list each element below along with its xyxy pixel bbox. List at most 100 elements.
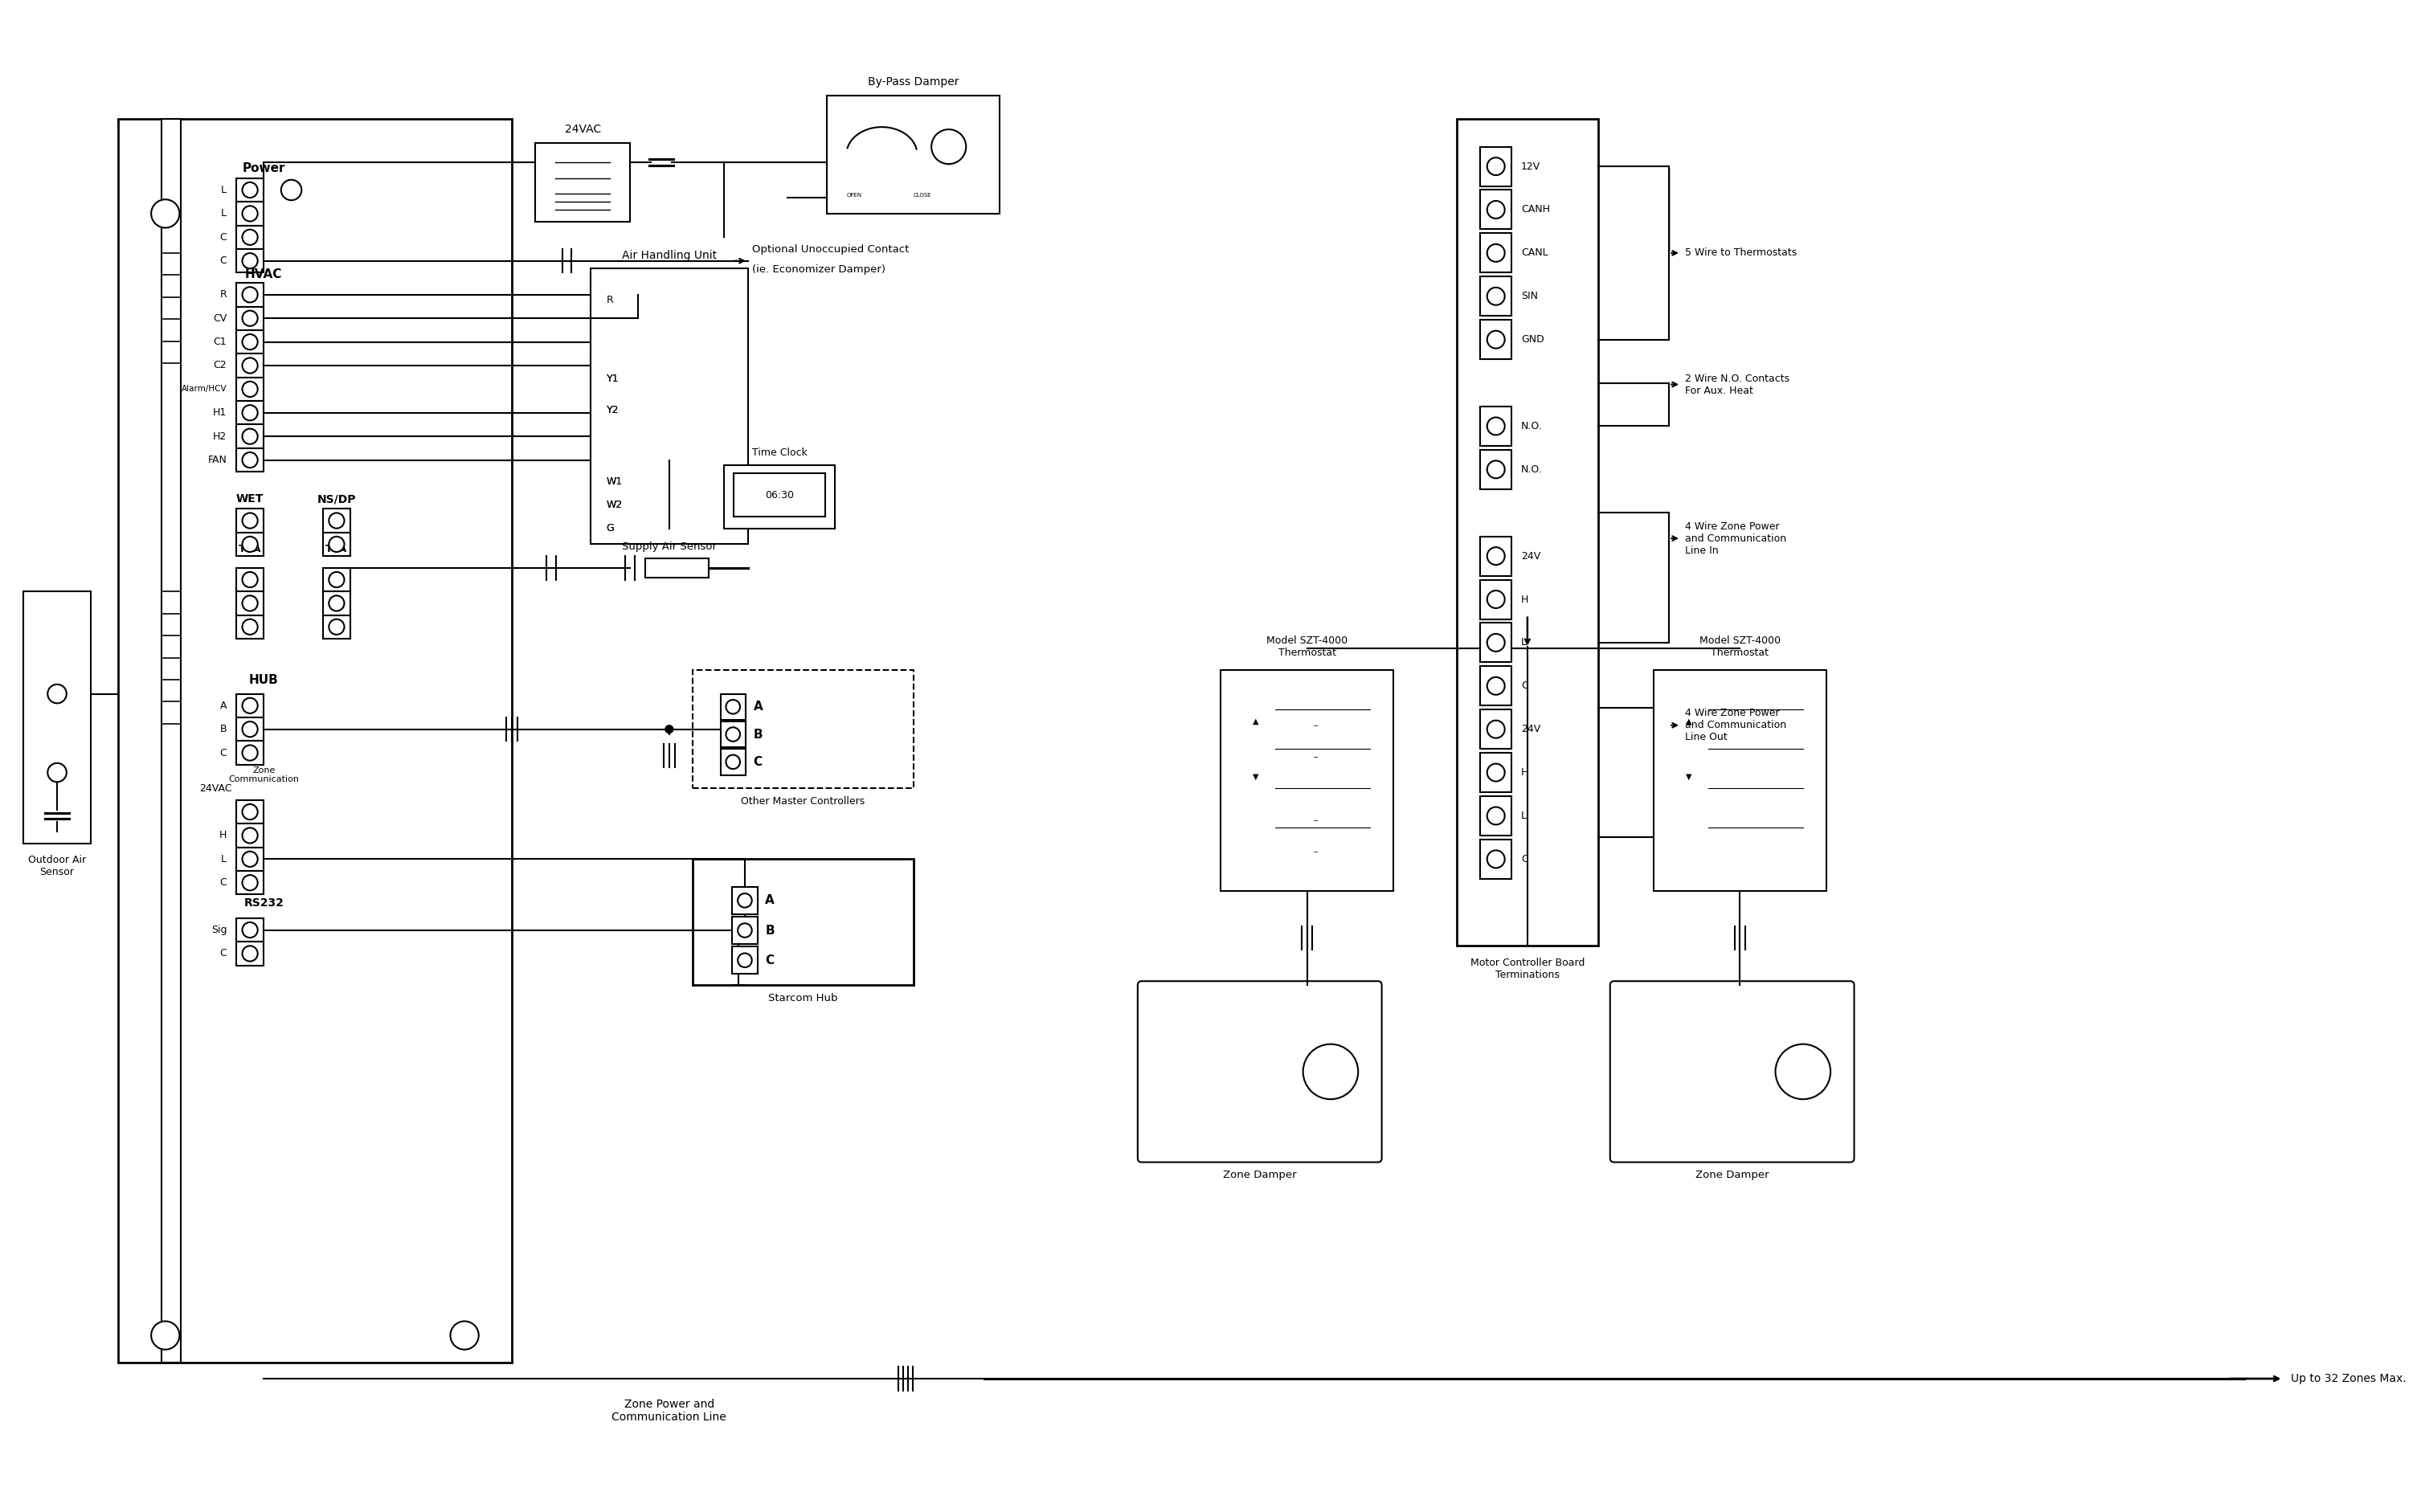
Bar [1479,321,1511,360]
Text: 5 Wire to Thermostats: 5 Wire to Thermostats [1685,248,1796,259]
Circle shape [329,596,343,611]
Circle shape [242,745,259,761]
Circle shape [1776,1045,1830,1099]
Bar [237,532,263,556]
Text: A: A [220,700,227,711]
Text: 24VAC: 24VAC [201,783,232,794]
Text: 24VAC: 24VAC [566,124,602,135]
Text: C2: C2 [213,360,227,370]
Text: L: L [1520,810,1528,821]
Text: TOA: TOA [239,544,261,555]
Bar [237,569,263,591]
Circle shape [242,452,259,467]
Circle shape [242,721,259,736]
Bar [324,569,350,591]
Circle shape [931,130,967,163]
Bar [1479,191,1511,230]
Bar [1653,670,1827,891]
Text: WET: WET [237,493,263,505]
Circle shape [329,572,343,587]
Bar [720,721,744,747]
Text: 24V: 24V [1520,550,1540,561]
Bar [1479,147,1511,186]
Bar [237,615,263,638]
Bar [732,916,757,943]
Text: C: C [754,756,761,768]
Text: 2 Wire N.O. Contacts
For Aux. Heat: 2 Wire N.O. Contacts For Aux. Heat [1685,373,1789,396]
Text: B: B [754,729,764,741]
Text: C: C [1520,680,1528,691]
Text: 06:30: 06:30 [766,490,793,500]
Text: B: B [766,924,773,936]
Text: L: L [220,184,227,195]
Circle shape [242,381,259,396]
Circle shape [48,685,68,703]
Text: C: C [220,256,227,266]
Text: TSA: TSA [326,544,348,555]
Text: Up to 32 Zones Max.: Up to 32 Zones Max. [2291,1373,2407,1385]
Bar [237,694,263,717]
Text: C: C [220,747,227,758]
Text: CANH: CANH [1520,204,1549,215]
Bar [237,401,263,425]
Text: 12V: 12V [1520,162,1540,171]
Bar [237,942,263,965]
Bar [237,378,263,401]
Circle shape [1486,677,1506,694]
Text: C: C [766,954,773,966]
Circle shape [737,894,752,907]
Circle shape [1486,807,1506,824]
Text: Zone
Communication: Zone Communication [227,767,300,783]
Bar [237,871,263,895]
Bar [1479,537,1511,576]
Text: C: C [220,877,227,888]
Text: B: B [220,724,227,735]
Circle shape [242,183,259,198]
Circle shape [665,726,674,733]
Circle shape [1486,634,1506,652]
Bar [1479,579,1511,618]
Text: C: C [220,948,227,959]
Text: Optional Unoccupied Contact: Optional Unoccupied Contact [752,243,909,254]
Text: Starcom Hub: Starcom Hub [769,993,839,1004]
Circle shape [152,1321,179,1350]
Bar [237,741,263,765]
Circle shape [242,253,259,269]
Text: HUB: HUB [249,674,278,686]
Text: Air Handling Unit: Air Handling Unit [621,249,718,262]
Bar [237,330,263,354]
Text: ▼: ▼ [1685,773,1692,780]
Bar [237,249,263,272]
Bar [1457,119,1598,945]
Bar [237,283,263,307]
Text: ─: ─ [1312,785,1317,792]
Bar [1221,670,1395,891]
Circle shape [48,764,68,782]
Circle shape [1486,850,1506,868]
Circle shape [1486,201,1506,219]
Text: L: L [220,854,227,865]
Text: N.O.: N.O. [1520,420,1542,431]
Text: Supply Air Sensor: Supply Air Sensor [621,541,715,552]
Circle shape [242,206,259,221]
Circle shape [725,700,740,714]
Bar [720,748,744,774]
Text: R: R [607,295,614,305]
Text: Y2: Y2 [607,405,619,416]
Text: FAN: FAN [208,455,227,466]
Text: H2: H2 [213,431,227,442]
Bar [237,307,263,330]
Bar [24,591,89,844]
Bar [1479,277,1511,316]
Text: H1: H1 [213,408,227,417]
Circle shape [242,572,259,587]
Bar [237,847,263,871]
Circle shape [1486,287,1506,305]
Circle shape [152,200,179,228]
Circle shape [737,953,752,968]
Circle shape [1486,331,1506,348]
Bar [537,142,631,221]
Text: Outdoor Air
Sensor: Outdoor Air Sensor [29,856,87,877]
Circle shape [242,827,259,844]
Circle shape [242,804,259,820]
